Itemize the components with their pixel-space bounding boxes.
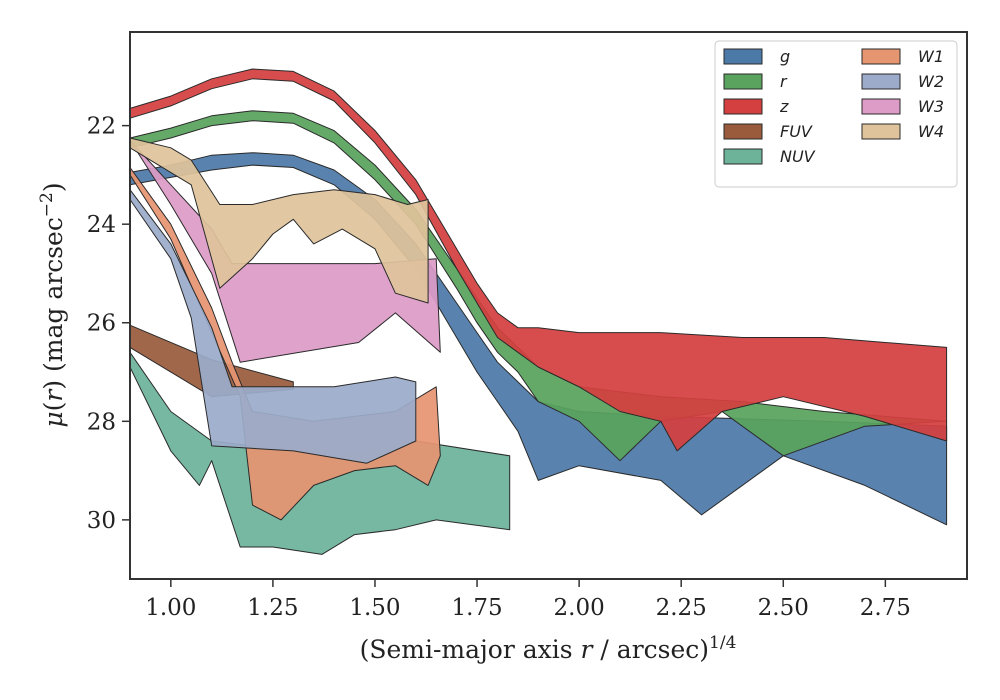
legend-label-w2: W2 — [918, 72, 944, 91]
series-band-z — [129, 68, 948, 452]
series-band-w2 — [129, 189, 417, 464]
x-axis: 1.00 1.25 1.50 1.75 2.00 2.25 2.50 2.75 — [145, 579, 911, 621]
x-tick-label: 1.75 — [451, 595, 502, 621]
legend-label-w4: W4 — [918, 122, 944, 141]
legend-swatch-g — [723, 48, 763, 65]
x-tick-label: 2.75 — [860, 595, 911, 621]
plot-frame — [129, 31, 968, 580]
legend: grz FUV NUV W1 W2 W3 W4 — [714, 40, 958, 188]
legend-swatch-w1 — [861, 48, 901, 65]
legend-swatch-w4 — [861, 123, 901, 140]
legend-label-z: z — [779, 97, 789, 116]
legend-swatch-fuv — [723, 123, 763, 140]
legend-label-fuv: FUV — [780, 122, 813, 141]
x-tick-label: 2.25 — [656, 595, 707, 621]
y-tick-label: 24 — [87, 212, 116, 238]
x-axis-title: (Semi-major axis r / arcsec)1/4 — [360, 633, 737, 664]
y-tick-label: 30 — [87, 508, 116, 534]
x-tick-label: 1.50 — [349, 595, 400, 621]
series-layer — [129, 68, 948, 555]
legend-label-w1: W1 — [918, 47, 944, 66]
legend-label-w3: W3 — [918, 97, 944, 116]
series-band-r — [129, 110, 948, 462]
y-axis: 22 24 26 28 30 — [87, 114, 130, 534]
legend-swatch-w2 — [861, 73, 901, 90]
legend-swatch-r — [723, 73, 763, 90]
x-tick-label: 2.00 — [554, 595, 605, 621]
legend-swatch-w3 — [861, 98, 901, 115]
y-tick-label: 22 — [87, 114, 116, 140]
x-tick-label: 1.00 — [145, 595, 196, 621]
legend-label-r: r — [780, 72, 788, 91]
series-band-w4 — [129, 137, 429, 304]
x-tick-label: 1.25 — [247, 595, 298, 621]
legend-swatch-z — [723, 98, 763, 115]
x-tick-label: 2.50 — [758, 595, 809, 621]
y-axis-title: μ(r) (mag arcsec−2) — [37, 182, 68, 427]
legend-label-g: g — [780, 47, 790, 66]
y-tick-label: 26 — [87, 311, 116, 337]
legend-label-nuv: NUV — [780, 147, 816, 166]
legend-swatch-nuv — [723, 148, 763, 165]
y-tick-label: 28 — [87, 409, 116, 435]
